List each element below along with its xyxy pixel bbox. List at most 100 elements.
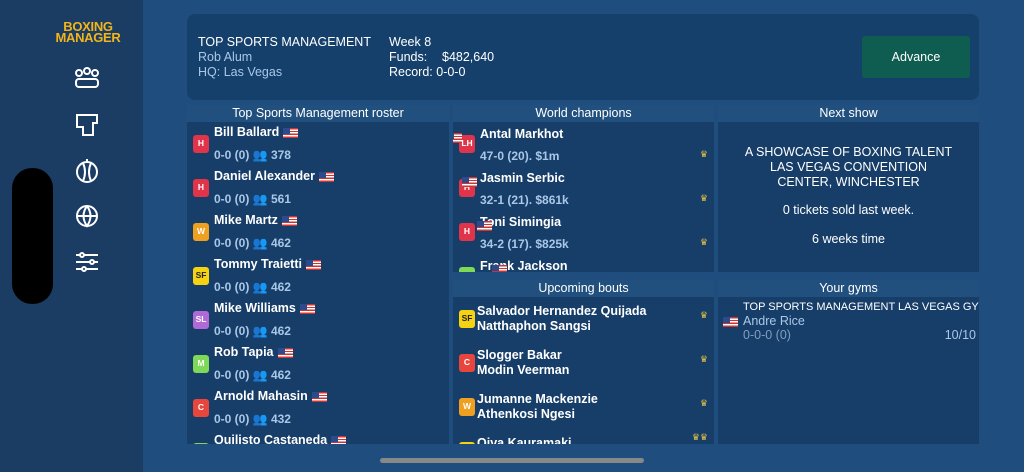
flag: [283, 127, 299, 138]
logo-line: BOXING: [63, 19, 113, 34]
boxer-stats: 0-0 (0) 👥 561: [214, 192, 291, 206]
weight-badge: M: [193, 355, 209, 373]
weight-badge: H: [459, 223, 475, 241]
weight-badge: SL: [193, 311, 209, 329]
boxer-record: 0-0 (0): [214, 192, 250, 206]
flag: [281, 215, 297, 226]
boxer-name: Bill Ballard: [214, 125, 280, 139]
next-show-panel: Next show A SHOWCASE OF BOXING TALENT LAS …: [718, 105, 979, 272]
flag: [277, 347, 293, 358]
fans-count: 462: [270, 280, 291, 294]
weight-badge: H: [193, 135, 209, 153]
boxer-row[interactable]: Bill Ballard: [214, 125, 299, 139]
gym-record: 0-0-0 (0): [743, 328, 791, 342]
boxer-record: 0-0 (0): [214, 236, 250, 250]
boxer-stats: 0-0 (0) 👥 462: [214, 280, 291, 294]
title-icon: ♛: [699, 398, 708, 408]
champion-name[interactable]: Jasmin Serbic: [480, 171, 565, 185]
weight-badge: LH: [459, 135, 475, 153]
boxer-name: Mike Martz: [214, 213, 278, 227]
fighter-name[interactable]: Slogger Bakar: [477, 348, 562, 362]
boxer-name: Mike Williams: [214, 301, 296, 315]
flag: [453, 132, 462, 143]
fighter-name[interactable]: Natthaphon Sangsi: [477, 319, 591, 333]
sidebar: BOXING MANAGER: [0, 0, 143, 472]
hq: HQ: Las Vegas: [198, 65, 283, 79]
fighter-name[interactable]: Jumanne Mackenzie: [477, 392, 598, 406]
weight-badge: W: [193, 223, 209, 241]
team-name: TOP SPORTS MANAGEMENT: [198, 35, 371, 49]
boxer-row[interactable]: Rob Tapia: [214, 345, 293, 359]
boxer-row[interactable]: Quilisto Castaneda: [214, 433, 347, 444]
flag: [299, 303, 315, 314]
fans-icon: 👥: [249, 236, 271, 250]
boxer-row[interactable]: Mike Martz: [214, 213, 297, 227]
nav-icon[interactable]: [76, 159, 98, 183]
manager-name: Rob Alum: [198, 50, 253, 64]
weight-badge: SF: [459, 310, 475, 328]
champion-name[interactable]: Antal Markhot: [480, 127, 564, 141]
champion-stats: 47-0 (20). $1m: [480, 149, 560, 163]
boxer-stats: 0-0 (0) 👥 462: [214, 324, 291, 338]
boxer-record: 0-0 (0): [214, 324, 250, 338]
fans-icon: 👥: [249, 412, 271, 426]
flag: [723, 316, 738, 327]
fans-count: 561: [270, 192, 291, 206]
nav-icon[interactable]: [76, 252, 98, 272]
show-name-line: A SHOWCASE OF BOXING TALENT: [744, 145, 953, 159]
logo: BOXING MANAGER: [45, 19, 131, 44]
weight-badge: [459, 442, 475, 444]
tickets-sold: 0 tickets sold last week.: [782, 203, 915, 217]
bouts-panel: Upcoming bouts SF Salvador Hernandez Quija…: [453, 280, 714, 444]
show-time: 6 weeks time: [812, 232, 885, 246]
boxer-record: 0-0 (0): [214, 368, 250, 382]
boxer-stats: 0-0 (0) 👥 432: [214, 412, 291, 426]
champions-panel: World champions LH Antal Markhot 47-0 (20).…: [453, 105, 714, 272]
weight-badge: [459, 267, 475, 272]
boxer-stats: 0-0 (0) 👥 462: [214, 236, 291, 250]
title-icon: ♛: [699, 149, 708, 159]
fighter-name[interactable]: Salvador Hernandez Quijada: [477, 304, 647, 318]
panel-title: Upcoming bouts: [453, 280, 714, 297]
fighter-name[interactable]: Oiva Kauramaki: [477, 436, 572, 444]
roster-panel: Top Sports Management roster H Bill Ballar…: [187, 105, 449, 444]
boxer-name: Quilisto Castaneda: [214, 433, 328, 444]
boxer-stats: 0-0 (0) 👥 462: [214, 368, 291, 382]
flag: [311, 391, 327, 402]
fans-icon: 👥: [249, 368, 271, 382]
weight-badge: W: [459, 398, 475, 416]
champion-stats: 32-1 (21). $861k: [480, 193, 569, 207]
nav-icons[interactable]: [70, 62, 106, 282]
weight-badge: SF: [193, 267, 209, 285]
fighter-name[interactable]: Athenkosi Ngesi: [477, 407, 575, 421]
flag: [318, 171, 334, 182]
week: Week 8: [389, 35, 432, 49]
panel-title: Next show: [718, 105, 979, 122]
boxer-record: 0-0 (0): [214, 412, 250, 426]
fans-icon: 👥: [249, 280, 271, 294]
fans-count: 378: [270, 148, 291, 162]
panel-title: Your gyms: [718, 280, 979, 297]
boxer-row[interactable]: Daniel Alexander: [214, 169, 334, 183]
flag: [331, 435, 347, 444]
boxer-name: Daniel Alexander: [214, 169, 315, 183]
boxer-row[interactable]: Mike Williams: [214, 301, 315, 315]
boxer-name: Arnold Mahasin: [214, 389, 308, 403]
nav-icon[interactable]: [76, 205, 98, 228]
fighter-name[interactable]: Modin Veerman: [477, 363, 570, 377]
show-name-line: LAS VEGAS CONVENTION: [770, 160, 927, 174]
fans-icon: 👥: [249, 192, 271, 206]
nav-icon[interactable]: [75, 67, 99, 88]
boxer-row[interactable]: Tommy Traietti: [214, 257, 321, 271]
boxer-name: Rob Tapia: [214, 345, 274, 359]
champion-name[interactable]: Toni Simingia: [480, 215, 562, 229]
title-icon: ♛: [699, 237, 708, 247]
funds-label: Funds:: [389, 50, 428, 64]
fans-count: 432: [270, 412, 291, 426]
fans-count: 462: [270, 236, 291, 250]
nav-icon[interactable]: [76, 114, 98, 136]
advance-button[interactable]: Advance: [862, 36, 970, 78]
boxer-name: Tommy Traietti: [214, 257, 302, 271]
boxer-row[interactable]: Arnold Mahasin: [214, 389, 327, 403]
